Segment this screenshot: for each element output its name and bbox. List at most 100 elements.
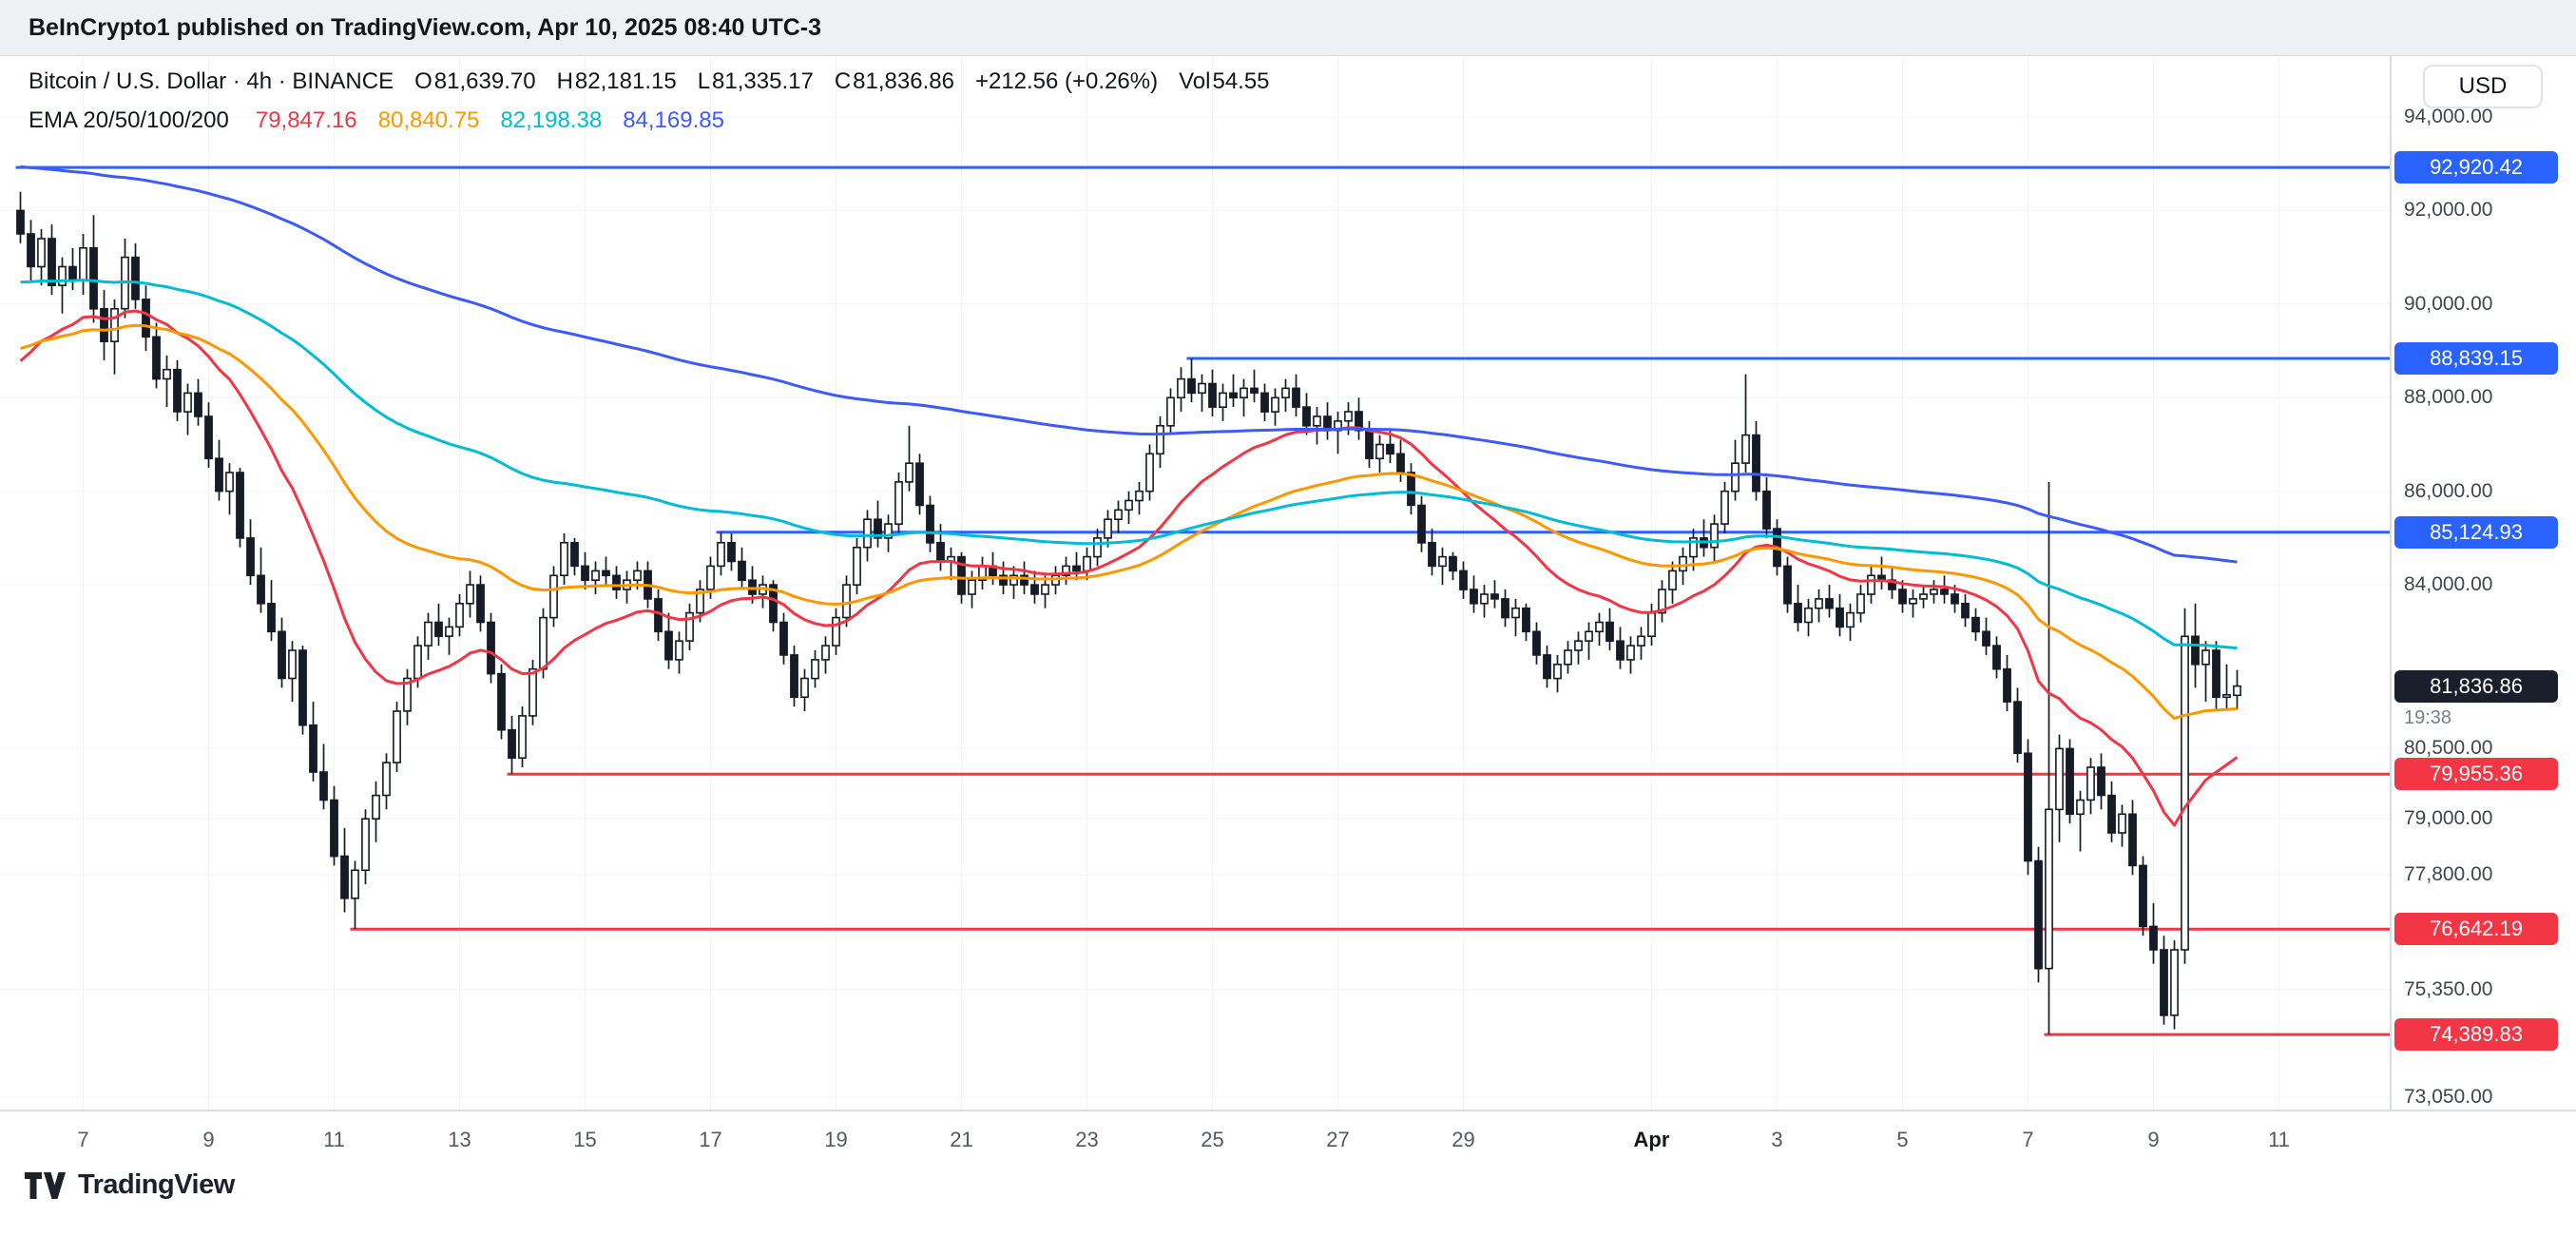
candle-body	[1072, 565, 1081, 572]
candle-body	[2024, 752, 2032, 862]
tradingview-logo[interactable]: TradingView	[25, 1169, 235, 1201]
symbol-title: Bitcoin / U.S. Dollar · 4h · BINANCE	[29, 68, 394, 94]
candle-body	[1804, 607, 1813, 624]
candle-body	[1240, 387, 1248, 398]
candle-body	[351, 869, 359, 899]
bar-countdown: 19:38	[2404, 706, 2452, 728]
candle-body	[1428, 541, 1436, 568]
candle-body	[936, 541, 945, 563]
candle-body	[2034, 859, 2043, 970]
candle-body	[1992, 645, 2001, 670]
candle-body	[1250, 387, 1259, 395]
price-tick-label: 73,050.00	[2404, 1085, 2493, 1108]
currency-toggle-button[interactable]: USD	[2423, 65, 2543, 108]
candle-body	[424, 621, 433, 647]
price-tick-label: 94,000.00	[2404, 106, 2493, 127]
candle-body	[1783, 565, 1792, 605]
candle-body	[1940, 589, 1949, 595]
candle-body	[2013, 701, 2022, 754]
price-axis[interactable]: 81,836.86 19:38 94,000.00 92,000.00 90,000…	[2391, 0, 2576, 1110]
candle-body	[1564, 649, 1572, 666]
candle-body	[832, 616, 840, 647]
tradingview-brand-text: TradingView	[78, 1169, 235, 1200]
candle-body	[173, 368, 182, 413]
candle-body	[1407, 472, 1415, 507]
candle-body	[1930, 589, 1938, 595]
open-value: O 81,639.70	[414, 68, 536, 94]
candle-body	[1679, 555, 1687, 572]
candle-body	[1344, 411, 1353, 422]
candle-body	[298, 649, 307, 726]
price-tick-label: 79,000.00	[2404, 807, 2493, 830]
candle-body	[361, 818, 370, 872]
ema-values: 79,847.16 80,840.75 82,198.38 84,169.85	[256, 107, 724, 134]
close-value: C 81,836.86	[834, 68, 954, 94]
candle-body	[1187, 377, 1196, 395]
candle-body	[466, 584, 474, 605]
candle-body	[393, 710, 401, 763]
candle-body	[2212, 649, 2220, 699]
candle-body	[1260, 392, 1269, 413]
price-tick-label: 92,000.00	[2404, 199, 2493, 222]
candle-body	[1083, 555, 1091, 572]
candle-body	[1825, 598, 1834, 609]
ema-lines-layer	[19, 164, 2239, 827]
candle-body	[1135, 490, 1144, 502]
candle-body	[487, 621, 495, 675]
attribution-bar: BeInCrypto1 published on TradingView.com…	[0, 0, 2576, 56]
change-value: +212.56 (+0.26%)	[974, 68, 1159, 94]
candle-body	[560, 541, 568, 576]
candle-body	[2076, 799, 2085, 816]
candle-body	[570, 541, 579, 568]
ema-200-line	[20, 164, 2238, 564]
candle-body	[497, 672, 506, 731]
candle-body	[2201, 649, 2210, 666]
candle-body	[549, 574, 558, 619]
time-tick-label: 9	[2147, 1128, 2160, 1151]
candle-body	[1355, 411, 1363, 432]
level-price-badge: 74,389.83	[2394, 1018, 2558, 1052]
candle-body	[225, 472, 234, 492]
candle-body	[1229, 392, 1238, 399]
time-axis[interactable]: 7 9 11 13 15 17 19 21 23 25 27 29 Apr 3 5 7 9 11	[0, 1110, 2576, 1169]
price-tick-label: 86,000.00	[2404, 479, 2493, 502]
candle-body	[2045, 808, 2053, 970]
candle-body	[821, 645, 830, 661]
candle-body	[2181, 635, 2189, 951]
candle-body	[16, 209, 25, 235]
candle-body	[1752, 434, 1760, 492]
time-tick-label: 27	[1326, 1128, 1350, 1151]
candle-body	[2191, 635, 2200, 666]
candle-body	[1219, 392, 1227, 408]
level-price-badge: 92,920.42	[2394, 151, 2558, 184]
candle-body	[1062, 565, 1070, 577]
candles-layer	[16, 191, 2241, 1035]
candle-body	[1846, 611, 1855, 628]
candle-body	[2128, 813, 2137, 867]
candle-body	[894, 481, 903, 525]
time-tick-label: Apr	[1633, 1128, 1670, 1151]
candle-body	[131, 256, 140, 300]
ema-20-line	[19, 309, 2239, 827]
candle-body	[1919, 593, 1928, 600]
candle-body	[1856, 593, 1865, 614]
candle-body	[2066, 747, 2074, 816]
candle-body	[2139, 864, 2147, 928]
candle-body	[968, 579, 976, 595]
candle-body	[1762, 490, 1771, 530]
last-price-text: 81,836.86	[2430, 673, 2523, 698]
candle-body	[1365, 429, 1374, 460]
tradingview-logo-icon	[25, 1171, 66, 1199]
level-price-badge: 76,642.19	[2394, 913, 2558, 946]
candle-body	[1166, 396, 1175, 427]
symbol-row: Bitcoin / U.S. Dollar · 4h · BINANCE O 81…	[29, 68, 1270, 95]
price-tick-label: 90,000.00	[2404, 292, 2493, 315]
candle-body	[1553, 663, 1562, 680]
last-price-badge: 81,836.86	[2394, 669, 2558, 703]
candle-body	[2160, 949, 2168, 1016]
candle-body	[340, 855, 349, 899]
candle-body	[330, 799, 338, 858]
candle-body	[1741, 434, 1750, 464]
price-tick-label: 75,350.00	[2404, 977, 2493, 1000]
